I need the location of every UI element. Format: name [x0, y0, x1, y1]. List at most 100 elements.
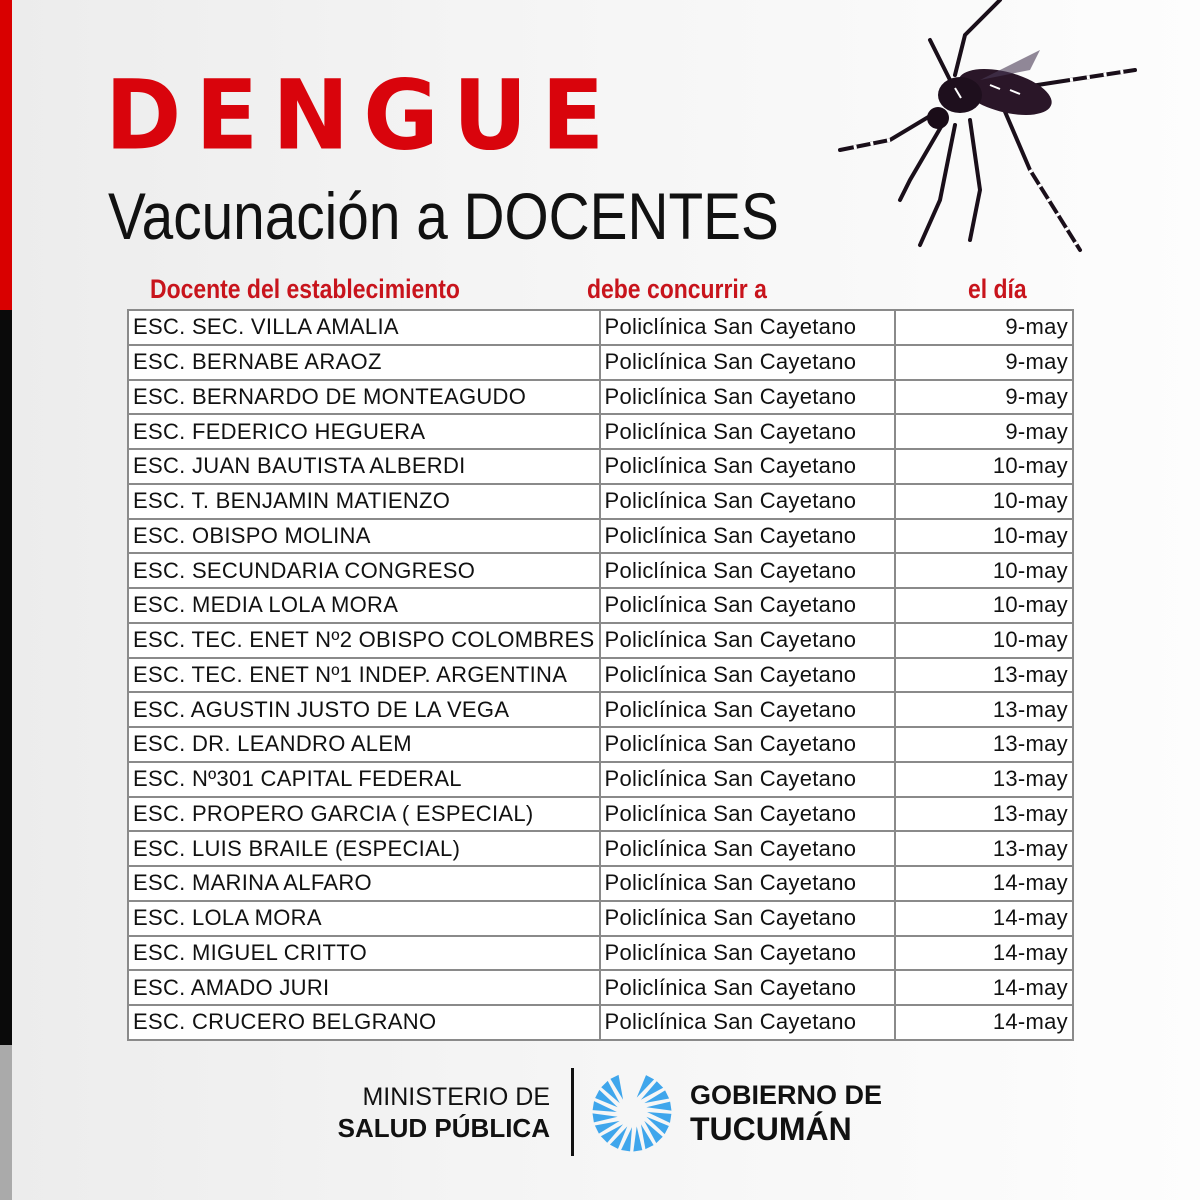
- cell-date: 9-may: [893, 413, 1074, 450]
- ministry-line2: SALUD PÚBLICA: [337, 1113, 550, 1143]
- cell-date: 10-may: [893, 621, 1074, 659]
- table-row: ESC. MIGUEL CRITTO Policlínica San Cayeta…: [127, 934, 1074, 972]
- cell-place: Policlínica San Cayetano: [598, 343, 896, 381]
- logo-segment: [594, 1120, 620, 1134]
- header-date: el día: [968, 274, 1027, 304]
- cell-place: Policlínica San Cayetano: [598, 482, 896, 520]
- cell-school: ESC. LOLA MORA: [127, 899, 601, 937]
- title: DENGUE: [105, 59, 619, 172]
- logo-segment: [610, 1074, 624, 1100]
- cell-place: Policlínica San Cayetano: [598, 795, 896, 833]
- header-place: debe concurrir a: [587, 274, 767, 304]
- table-row: ESC. OBISPO MOLINA Policlínica San Cayeta…: [127, 517, 1074, 555]
- cell-school: ESC. BERNABE ARAOZ: [127, 343, 601, 381]
- table-row: ESC. PROPERO GARCIA ( ESPECIAL) Policlíni…: [127, 795, 1074, 833]
- side-bar-black: [0, 310, 12, 1045]
- logo-segment: [621, 1127, 632, 1152]
- header-school: Docente del establecimiento: [150, 274, 460, 304]
- footer: MINISTERIO DE SALUD PÚBLICA GOBIERNO DE …: [0, 1068, 1200, 1158]
- table-row: ESC. T. BENJAMIN MATIENZO Policlínica San…: [127, 482, 1074, 520]
- cell-date: 10-may: [893, 587, 1074, 624]
- tucuman-logo-icon: [592, 1074, 672, 1152]
- cell-date: 13-may: [893, 691, 1074, 728]
- cell-school: ESC. MARINA ALFARO: [127, 865, 601, 902]
- cell-date: 14-may: [893, 1004, 1074, 1041]
- table-row: ESC. LUIS BRAILE (ESPECIAL) Policlínica S…: [127, 830, 1074, 867]
- schedule-table: ESC. SEC. VILLA AMALIA Policlínica San Ca…: [127, 309, 1074, 1041]
- ministry-line1: MINISTERIO DE: [362, 1083, 550, 1111]
- cell-date: 13-may: [893, 760, 1074, 798]
- cell-place: Policlínica San Cayetano: [598, 934, 896, 972]
- cell-place: Policlínica San Cayetano: [598, 552, 896, 589]
- cell-place: Policlínica San Cayetano: [598, 413, 896, 450]
- cell-date: 14-may: [893, 934, 1074, 972]
- table-row: ESC. JUAN BAUTISTA ALBERDI Policlínica Sa…: [127, 448, 1074, 485]
- cell-place: Policlínica San Cayetano: [598, 691, 896, 728]
- cell-school: ESC. AGUSTIN JUSTO DE LA VEGA: [127, 691, 601, 728]
- cell-school: ESC. MIGUEL CRITTO: [127, 934, 601, 972]
- cell-school: ESC. OBISPO MOLINA: [127, 517, 601, 555]
- cell-date: 14-may: [893, 865, 1074, 902]
- cell-school: ESC. PROPERO GARCIA ( ESPECIAL): [127, 795, 601, 833]
- cell-place: Policlínica San Cayetano: [598, 830, 896, 867]
- cell-school: ESC. Nº301 CAPITAL FEDERAL: [127, 760, 601, 798]
- logo-segment: [640, 1124, 654, 1150]
- cell-place: Policlínica San Cayetano: [598, 448, 896, 485]
- cell-place: Policlínica San Cayetano: [598, 899, 896, 937]
- table-row: ESC. BERNARDO DE MONTEAGUDO Policlínica S…: [127, 378, 1074, 416]
- cell-date: 13-may: [893, 830, 1074, 867]
- cell-school: ESC. AMADO JURI: [127, 969, 601, 1006]
- cell-place: Policlínica San Cayetano: [598, 378, 896, 416]
- table-row: ESC. Nº301 CAPITAL FEDERAL Policlínica Sa…: [127, 760, 1074, 798]
- logo-segment: [636, 1075, 655, 1098]
- gov-line1: GOBIERNO DE: [690, 1080, 883, 1110]
- logo-segment: [640, 1081, 664, 1100]
- mosquito-illustration: [838, 0, 1137, 252]
- logo-segment: [600, 1124, 624, 1143]
- cell-place: Policlínica San Cayetano: [598, 726, 896, 763]
- table-row: ESC. LOLA MORA Policlínica San Cayetano 14…: [127, 899, 1074, 937]
- cell-date: 10-may: [893, 552, 1074, 589]
- cell-date: 14-may: [893, 899, 1074, 937]
- cell-date: 14-may: [893, 969, 1074, 1006]
- cell-school: ESC. TEC. ENET Nº1 INDEP. ARGENTINA: [127, 656, 601, 694]
- cell-school: ESC. BERNARDO DE MONTEAGUDO: [127, 378, 601, 416]
- cell-school: ESC. DR. LEANDRO ALEM: [127, 726, 601, 763]
- cell-school: ESC. FEDERICO HEGUERA: [127, 413, 601, 450]
- logo-segment: [646, 1101, 672, 1111]
- government-logo: GOBIERNO DE TUCUMÁN: [690, 1078, 882, 1146]
- cell-date: 9-may: [893, 378, 1074, 416]
- cell-date: 10-may: [893, 448, 1074, 485]
- table-row: ESC. SECUNDARIA CONGRESO Policlínica San …: [127, 552, 1074, 589]
- cell-school: ESC. SEC. VILLA AMALIA: [127, 309, 601, 346]
- logo-segment: [609, 1126, 628, 1149]
- cell-date: 9-may: [893, 309, 1074, 346]
- cell-place: Policlínica San Cayetano: [598, 309, 896, 346]
- gov-line2: TUCUMÁN: [690, 1111, 852, 1147]
- table-row: ESC. DR. LEANDRO ALEM Policlínica San Cay…: [127, 726, 1074, 763]
- table-row: ESC. MEDIA LOLA MORA Policlínica San Caye…: [127, 587, 1074, 624]
- cell-date: 13-may: [893, 656, 1074, 694]
- cell-place: Policlínica San Cayetano: [598, 587, 896, 624]
- cell-place: Policlínica San Cayetano: [598, 517, 896, 555]
- cell-school: ESC. T. BENJAMIN MATIENZO: [127, 482, 601, 520]
- cell-date: 9-may: [893, 343, 1074, 381]
- table-row: ESC. TEC. ENET Nº2 OBISPO COLOMBRES Polic…: [127, 621, 1074, 659]
- cell-place: Policlínica San Cayetano: [598, 865, 896, 902]
- cell-place: Policlínica San Cayetano: [598, 969, 896, 1006]
- cell-place: Policlínica San Cayetano: [598, 656, 896, 694]
- cell-school: ESC. LUIS BRAILE (ESPECIAL): [127, 830, 601, 867]
- logo-segment: [592, 1113, 618, 1123]
- cell-date: 10-may: [893, 517, 1074, 555]
- cell-school: ESC. JUAN BAUTISTA ALBERDI: [127, 448, 601, 485]
- table-row: ESC. BERNABE ARAOZ Policlínica San Cayeta…: [127, 343, 1074, 381]
- logo-segment: [647, 1112, 672, 1123]
- cell-place: Policlínica San Cayetano: [598, 621, 896, 659]
- subtitle: Vacunación a DOCENTES: [108, 179, 779, 253]
- divider: [571, 1068, 574, 1156]
- cell-place: Policlínica San Cayetano: [598, 1004, 896, 1041]
- table-row: ESC. MARINA ALFARO Policlínica San Cayeta…: [127, 865, 1074, 902]
- logo-segment: [592, 1101, 617, 1112]
- logo-segment: [646, 1116, 669, 1135]
- cell-school: ESC. MEDIA LOLA MORA: [127, 587, 601, 624]
